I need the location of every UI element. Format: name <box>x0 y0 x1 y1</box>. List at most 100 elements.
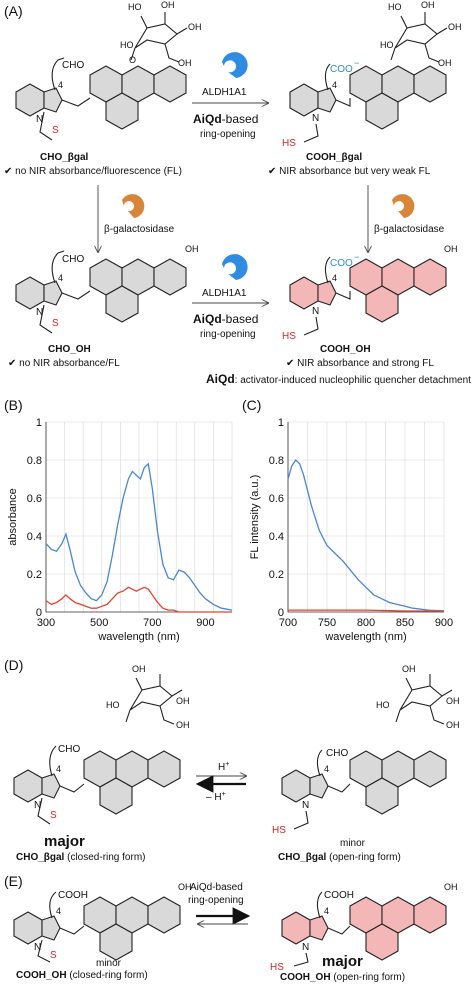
svg-text:OH: OH <box>421 0 435 10</box>
compound-cho-oh: OH CHO 4 S N <box>15 244 199 334</box>
y-tick-label: 0.2 <box>269 569 284 581</box>
y-tick-label: 0.8 <box>27 455 42 467</box>
svg-text:AiQd-based: AiQd-based <box>190 882 243 893</box>
cmp3-note: ✔ no NIR absorbance/FL <box>8 358 120 369</box>
svg-text:O: O <box>129 55 136 65</box>
svg-text:ring-opening: ring-opening <box>200 129 256 140</box>
cmp4-name: COOH_OH <box>320 344 371 355</box>
svg-text:HO: HO <box>106 700 120 710</box>
svg-text:AiQd-based: AiQd-based <box>193 312 258 326</box>
svg-text:N: N <box>36 307 43 318</box>
chart-fluorescence: 0 0.2 0.4 0.6 0.8 1 700 750 800 850 900 wavelength … <box>249 417 453 643</box>
compound-cooh-oh: OH COO − 4 N HS <box>282 244 458 342</box>
svg-text:OH: OH <box>132 664 146 674</box>
y-tick-label: 0 <box>36 607 42 619</box>
axis-frame <box>45 422 232 613</box>
svg-text:HO: HO <box>380 40 394 50</box>
x-tick-label: 900 <box>196 617 214 629</box>
x-axis-label: wavelength (nm) <box>324 631 406 643</box>
y-tick-label: 0.4 <box>269 531 284 543</box>
series-line-2 <box>45 586 232 613</box>
svg-text:OH: OH <box>446 720 460 730</box>
minor-label-e: minor <box>96 958 122 969</box>
y-tick-label: 1 <box>36 417 42 429</box>
svg-text:COOH: COOH <box>324 890 354 901</box>
svg-text:N: N <box>302 942 309 953</box>
panel-d-label: (D) <box>4 657 23 673</box>
svg-text:S: S <box>50 810 57 821</box>
panel-e-label: (E) <box>4 873 23 889</box>
svg-text:OH: OH <box>448 22 462 32</box>
svg-text:OH: OH <box>161 0 175 10</box>
svg-text:– H+: – H+ <box>206 791 226 803</box>
x-tick-label: 700 <box>143 617 161 629</box>
svg-text:S: S <box>52 125 59 136</box>
svg-text:4: 4 <box>58 80 63 90</box>
svg-text:4: 4 <box>332 80 337 90</box>
compound-cooh-oh-open: OH COOH 4 N HS <box>270 882 458 973</box>
svg-text:4: 4 <box>324 906 329 916</box>
svg-text:OH: OH <box>188 22 202 32</box>
compound-cho-bgal-open: OH OH OH HO CHO 4 N HS <box>272 664 460 836</box>
series-line-2 <box>288 609 444 612</box>
svg-text:4: 4 <box>332 273 337 283</box>
svg-text:OH: OH <box>178 882 192 892</box>
svg-text:OH: OH <box>446 696 460 706</box>
svg-text:4: 4 <box>56 764 61 774</box>
svg-text:ring-opening: ring-opening <box>188 895 244 906</box>
svg-text:CHO_βgal (closed-ring form): CHO_βgal (closed-ring form) <box>16 852 145 863</box>
compound-cooh-oh-closed: OH COOH 4 S N <box>13 882 192 963</box>
cmp1-note: ✔ no NIR absorbance/fluorescence (FL) <box>4 166 182 177</box>
panel-c-label: (C) <box>242 397 261 413</box>
svg-text:OH: OH <box>444 244 458 254</box>
y-tick-label: 0.8 <box>269 455 284 467</box>
galactosidase-enzyme-icon-left <box>122 194 145 218</box>
svg-text:OH: OH <box>402 664 416 674</box>
svg-text:S: S <box>50 950 57 961</box>
svg-text:OH: OH <box>444 882 458 892</box>
svg-text:4: 4 <box>56 906 61 916</box>
svg-text:N: N <box>302 800 309 811</box>
svg-text:CHO: CHO <box>62 60 84 71</box>
x-tick-label: 800 <box>357 617 375 629</box>
svg-text:4: 4 <box>58 273 63 283</box>
galactosidase-enzyme-icon-right <box>392 194 415 218</box>
x-tick-label: 700 <box>279 617 297 629</box>
cmp2-note: ✔ NIR absorbance but very weak FL <box>268 166 431 177</box>
svg-text:CHO: CHO <box>58 744 80 755</box>
cmp3-name: CHO_OH <box>48 344 91 355</box>
svg-text:HS: HS <box>272 825 286 836</box>
cmp2-name: COOH_βgal <box>306 152 362 163</box>
svg-text:S: S <box>52 318 59 329</box>
chart-absorbance: 0 0.2 0.4 0.6 0.8 1 300 500 700 900 wavelength (nm… <box>7 417 233 643</box>
svg-text:HS: HS <box>270 962 284 973</box>
svg-text:AiQd-based: AiQd-based <box>193 112 258 126</box>
svg-text:CHO: CHO <box>326 748 348 759</box>
svg-text:HO: HO <box>376 700 390 710</box>
svg-text:HS: HS <box>282 331 296 342</box>
x-tick-label: 900 <box>435 617 453 629</box>
compound-cho-bgal-closed: OH OH OH HO CHO 4 S N <box>13 664 190 825</box>
panel-a-label: (A) <box>4 3 23 19</box>
x-tick-label: 300 <box>37 617 55 629</box>
svg-text:HO: HO <box>128 2 142 12</box>
panel-b-label: (B) <box>4 397 23 413</box>
svg-text:OH: OH <box>178 58 192 68</box>
major-label-e: major <box>322 953 363 970</box>
aiqd-footnote: AiQd: activator-induced nucleophilic que… <box>206 372 471 386</box>
aldh1a1-enzyme-icon-top <box>222 52 248 78</box>
svg-text:OH: OH <box>176 720 190 730</box>
enzyme-label-top: ALDH1A1 <box>202 87 247 98</box>
svg-text:N: N <box>34 800 41 811</box>
y-tick-label: 0 <box>278 607 284 619</box>
cmp1-name: CHO_βgal <box>40 152 89 163</box>
svg-text:H+: H+ <box>218 761 229 773</box>
aldh1a1-enzyme-icon-mid <box>222 254 248 280</box>
svg-text:N: N <box>34 942 41 953</box>
svg-text:COOH: COOH <box>58 890 88 901</box>
y-tick-label: 1 <box>278 417 284 429</box>
svg-text:N: N <box>36 114 43 125</box>
y-axis-label: FL intensity (a.u.) <box>249 475 261 560</box>
y-tick-label: 0.6 <box>27 493 42 505</box>
